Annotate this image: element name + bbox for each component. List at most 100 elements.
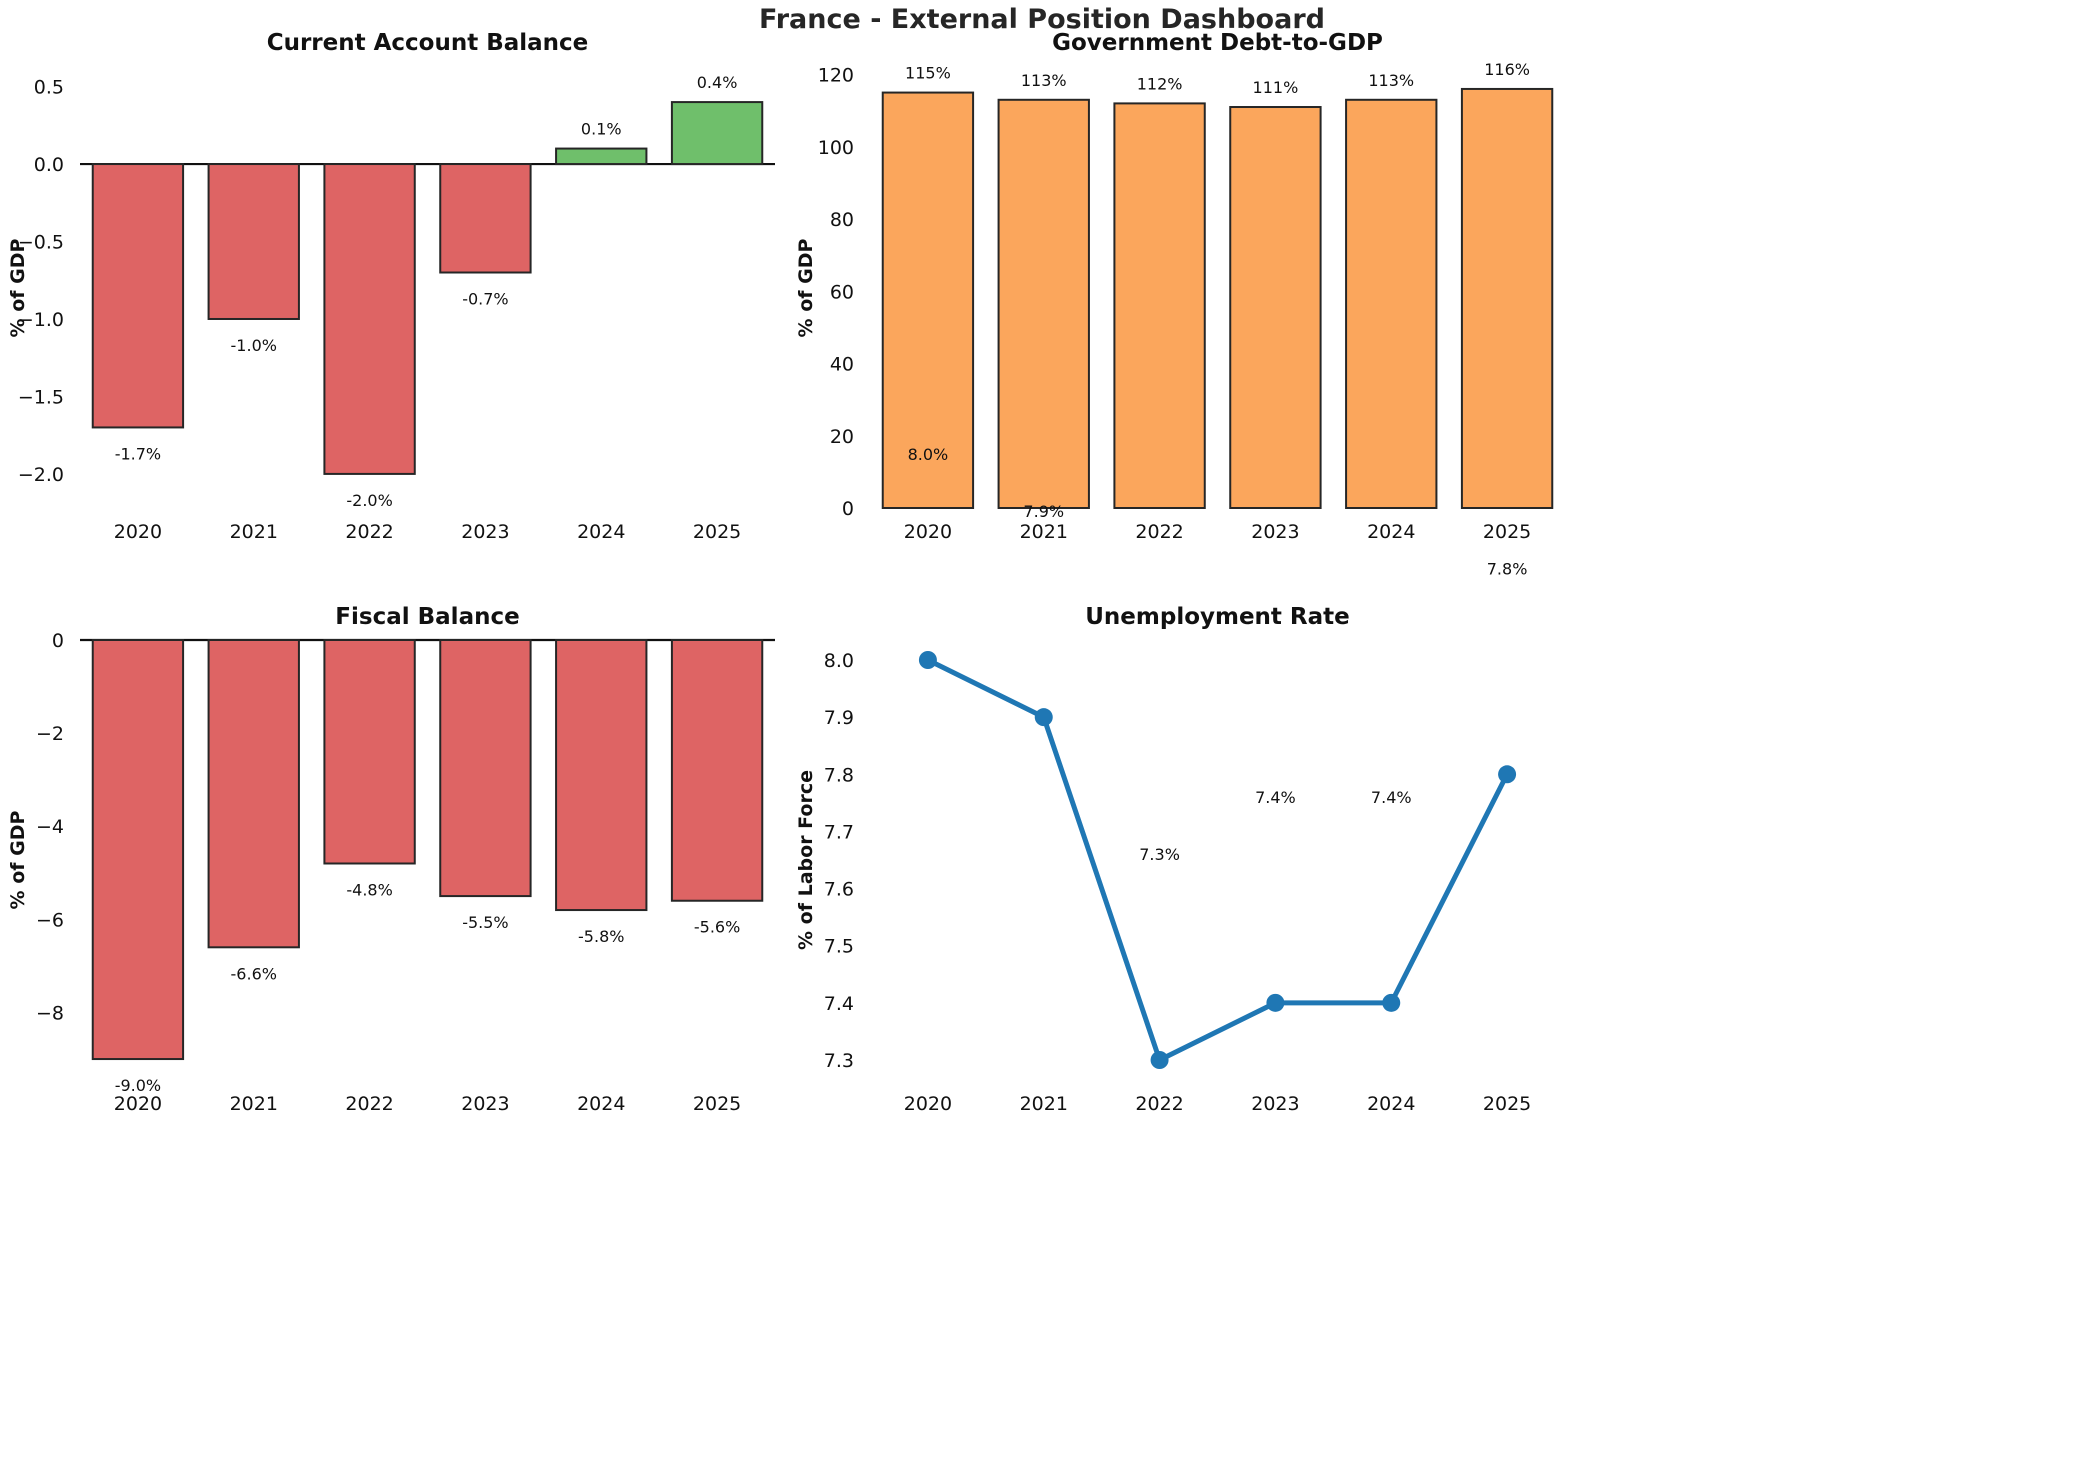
x-tick-label: 2023 [461, 1093, 509, 1115]
bar-2025[interactable] [670, 101, 764, 166]
data-point-2022[interactable] [1150, 1051, 1169, 1069]
chart-current-account-balance: Current Account Balance % of GDP 0.5 0.0 −0.… [7, 30, 775, 543]
bar-value-label: 113% [1021, 71, 1067, 90]
y-tick-label: 7.8 [824, 764, 854, 786]
y-axis-label-unemployment-rate: % of Labor Force [795, 770, 817, 950]
y-axis-label-current-account-balance: % of GDP [7, 238, 29, 337]
y-tick-label: 7.7 [824, 821, 854, 843]
y-tick-label: 7.9 [824, 707, 854, 729]
bar-2022[interactable] [323, 163, 416, 475]
point-value-label: 8.0% [908, 445, 949, 464]
bar-2023[interactable] [1229, 106, 1322, 510]
y-tick-label: 100 [818, 137, 854, 159]
x-tick-label: 2022 [1135, 1093, 1183, 1115]
chart-title-government-debt-to-gdp: Government Debt-to-GDP [1052, 30, 1383, 56]
bar-value-label: -1.0% [231, 336, 277, 355]
x-tick-label: 2023 [1251, 521, 1299, 543]
y-tick-label: 0.5 [34, 77, 64, 99]
x-tick-label: 2024 [1367, 521, 1415, 543]
bar-value-label: -5.6% [694, 918, 740, 937]
x-tick-label: 2022 [345, 521, 393, 543]
y-tick-label: −2 [36, 723, 64, 745]
point-value-label: 7.4% [1371, 788, 1412, 807]
y-axis-label-fiscal-balance: % of GDP [7, 810, 29, 909]
x-tick-label: 2024 [577, 1093, 625, 1115]
bar-value-label: -4.8% [346, 880, 392, 899]
bar-2022[interactable] [1113, 102, 1206, 509]
bar-2020[interactable] [91, 163, 185, 429]
y-axis-label-government-debt-to-gdp: % of GDP [795, 238, 817, 337]
chart-title-fiscal-balance: Fiscal Balance [335, 604, 519, 630]
bar-value-label: -5.5% [462, 913, 508, 932]
y-tick-label: 20 [830, 426, 854, 448]
bar-2025[interactable] [670, 639, 764, 902]
x-tick-label: 2020 [904, 1093, 952, 1115]
bar-2021[interactable] [207, 163, 300, 320]
bar-value-label: -0.7% [462, 290, 508, 309]
y-tick-label: 7.4 [824, 993, 854, 1015]
chart-fiscal-balance: Fiscal Balance % of GDP 0 −2 −4 −6 −8 -9.0% -6.6… [7, 604, 775, 1115]
y-tick-label: 80 [830, 209, 854, 231]
y-tick-label: −4 [36, 816, 64, 838]
y-tick-label: −2.0 [18, 464, 64, 486]
x-tick-label: 2025 [693, 1093, 741, 1115]
point-value-label: 7.3% [1139, 845, 1180, 864]
bar-value-label: -9.0% [115, 1076, 161, 1095]
bar-value-label: 0.1% [581, 120, 622, 139]
bar-value-label: 116% [1484, 60, 1530, 79]
bar-2021[interactable] [207, 639, 300, 949]
y-tick-label: 7.3 [824, 1050, 854, 1072]
bar-value-label: 111% [1253, 78, 1299, 97]
x-tick-label: 2023 [461, 521, 509, 543]
bar-2020[interactable] [881, 91, 975, 510]
bar-2021[interactable] [997, 98, 1090, 509]
y-tick-label: −8 [36, 1002, 64, 1024]
bar-2023[interactable] [439, 639, 532, 898]
x-tick-label: 2025 [693, 521, 741, 543]
chart-title-current-account-balance: Current Account Balance [267, 30, 589, 56]
bar-2024[interactable] [555, 639, 648, 912]
x-tick-label: 2022 [1135, 521, 1183, 543]
bar-value-label: -6.6% [231, 964, 277, 983]
bar-2020[interactable] [91, 639, 185, 1061]
x-tick-label: 2024 [577, 521, 625, 543]
chart-government-debt-to-gdp: Government Debt-to-GDP % of GDP 120 100 80 60… [795, 30, 1554, 543]
y-tick-label: −1.0 [18, 309, 64, 331]
y-tick-label: 120 [818, 65, 854, 87]
data-point-2020[interactable] [918, 651, 937, 669]
y-tick-label: 0 [52, 630, 64, 652]
chart-title-unemployment-rate: Unemployment Rate [1085, 604, 1350, 630]
bar-value-label: 115% [905, 64, 951, 83]
x-tick-label: 2020 [904, 521, 952, 543]
data-point-2025[interactable] [1498, 765, 1517, 784]
bar-2023[interactable] [439, 163, 532, 274]
y-tick-label: 60 [830, 281, 854, 303]
y-tick-label: 0 [842, 498, 854, 520]
x-tick-label: 2022 [345, 1093, 393, 1115]
line-series-unemployment-rate [925, 657, 1510, 1063]
y-tick-label: −1.5 [18, 386, 64, 408]
y-tick-label: 8.0 [824, 650, 854, 672]
figure-title: France - External Position Dashboard [759, 4, 1325, 35]
y-tick-label: 40 [830, 354, 854, 376]
bar-2025[interactable] [1460, 87, 1554, 509]
data-point-2023[interactable] [1266, 993, 1285, 1012]
point-value-label: 7.4% [1255, 788, 1296, 807]
bar-2022[interactable] [323, 639, 416, 865]
x-tick-label: 2021 [230, 1093, 278, 1115]
bar-2024[interactable] [1345, 98, 1438, 509]
y-tick-label: −6 [36, 909, 64, 931]
data-point-2021[interactable] [1034, 708, 1053, 727]
bar-value-label: 112% [1137, 74, 1183, 93]
data-point-2024[interactable] [1382, 993, 1401, 1012]
bar-2024[interactable] [555, 147, 648, 166]
x-tick-label: 2020 [114, 1093, 162, 1115]
bar-value-label: 113% [1368, 71, 1414, 90]
x-tick-label: 2023 [1251, 1093, 1299, 1115]
bar-value-label: -5.8% [578, 927, 624, 946]
x-tick-label: 2025 [1483, 1093, 1531, 1115]
y-tick-label: 7.6 [824, 879, 854, 901]
chart-unemployment-rate: Unemployment Rate % of Labor Force 8.0 7.9 7… [795, 445, 1531, 1115]
x-tick-label: 2021 [230, 521, 278, 543]
